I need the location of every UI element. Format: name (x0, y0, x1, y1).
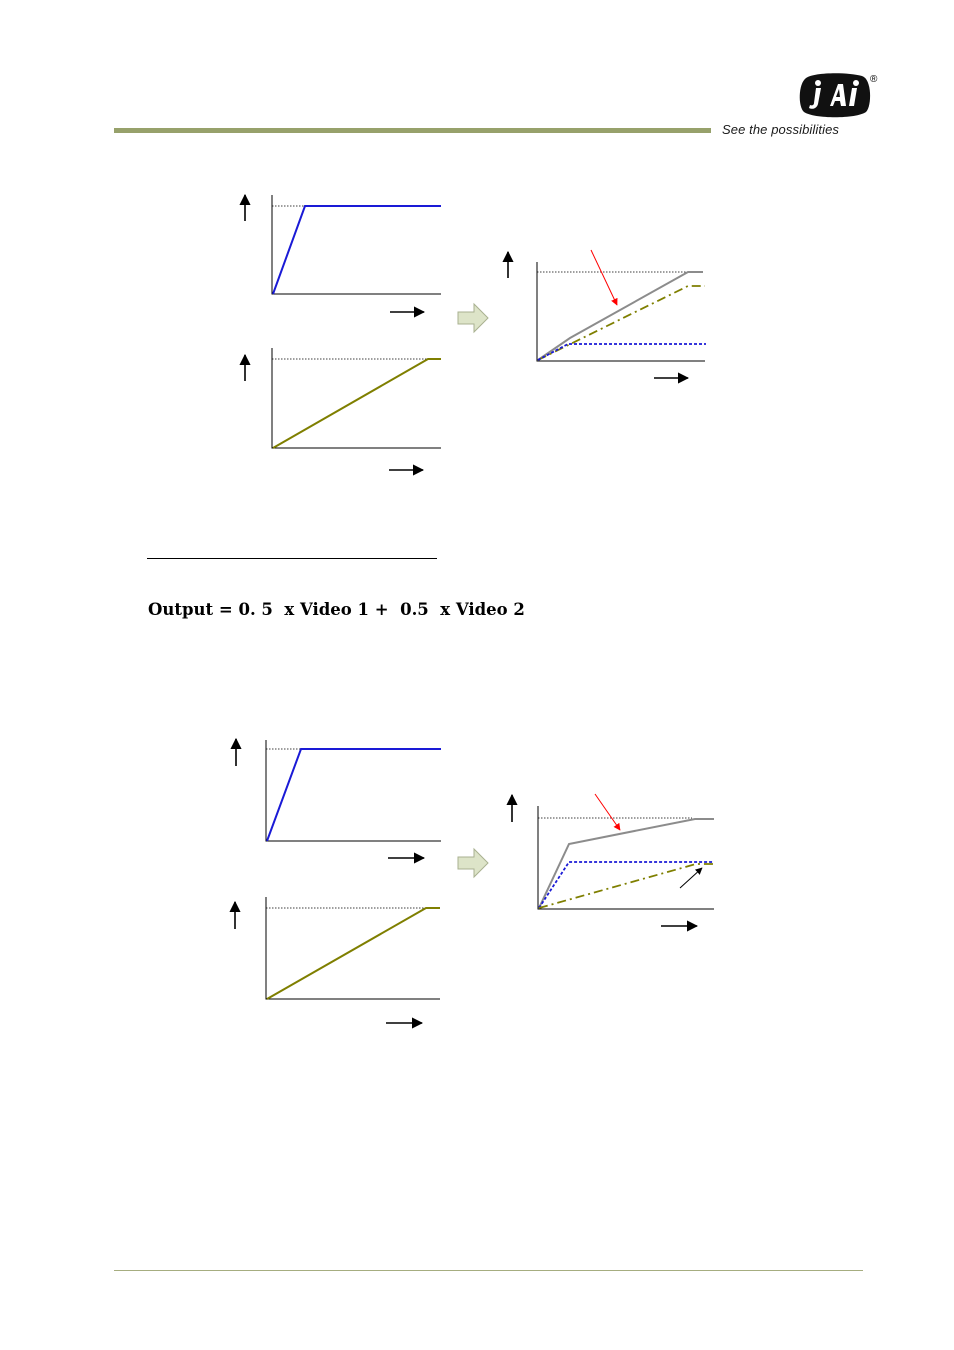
output-curve (538, 818, 714, 909)
combine-arrow (457, 847, 489, 879)
footer-rule (114, 1270, 863, 1271)
fig2-video1-panel (230, 737, 441, 864)
fig1-output-panel (502, 249, 706, 384)
axes (537, 806, 714, 910)
logo-j (809, 88, 821, 109)
video2-curve (272, 358, 441, 449)
blend-formula: Output = 0. 5 x Video 1 + 0.5 x Video 2 (148, 600, 525, 619)
video2-scaled-curve (537, 285, 705, 361)
registered-mark: ® (870, 74, 878, 85)
logo-dot-2 (853, 80, 859, 86)
figure-1 (239, 193, 706, 476)
fig1-video1-panel (239, 193, 441, 318)
logo-a (830, 84, 846, 106)
figure-2 (229, 737, 714, 1029)
fig1-video2-panel (239, 348, 441, 476)
black-pointer (679, 867, 703, 889)
header-rule (114, 128, 711, 133)
section-underline (147, 558, 437, 559)
jai-logo: ® (799, 73, 878, 118)
axes (265, 897, 440, 1000)
fig2-output-panel (506, 793, 714, 932)
video1-scaled-curve (538, 861, 713, 909)
axes (271, 195, 441, 295)
logo-dot (815, 80, 821, 86)
fig2-video2-panel (229, 897, 440, 1029)
video2-curve (266, 907, 440, 1000)
video1-curve (272, 205, 441, 295)
tagline: See the possibilities (722, 122, 839, 137)
axes (271, 348, 441, 449)
axes (536, 262, 705, 362)
logo-i (849, 88, 857, 106)
combine-arrow (457, 302, 489, 334)
video2-scaled-curve (538, 863, 713, 909)
axes (265, 740, 441, 842)
video1-curve (266, 748, 441, 842)
output-curve (537, 271, 703, 361)
red-pointer (590, 249, 618, 306)
red-pointer (594, 793, 621, 831)
video1-scaled-curve (537, 343, 706, 361)
